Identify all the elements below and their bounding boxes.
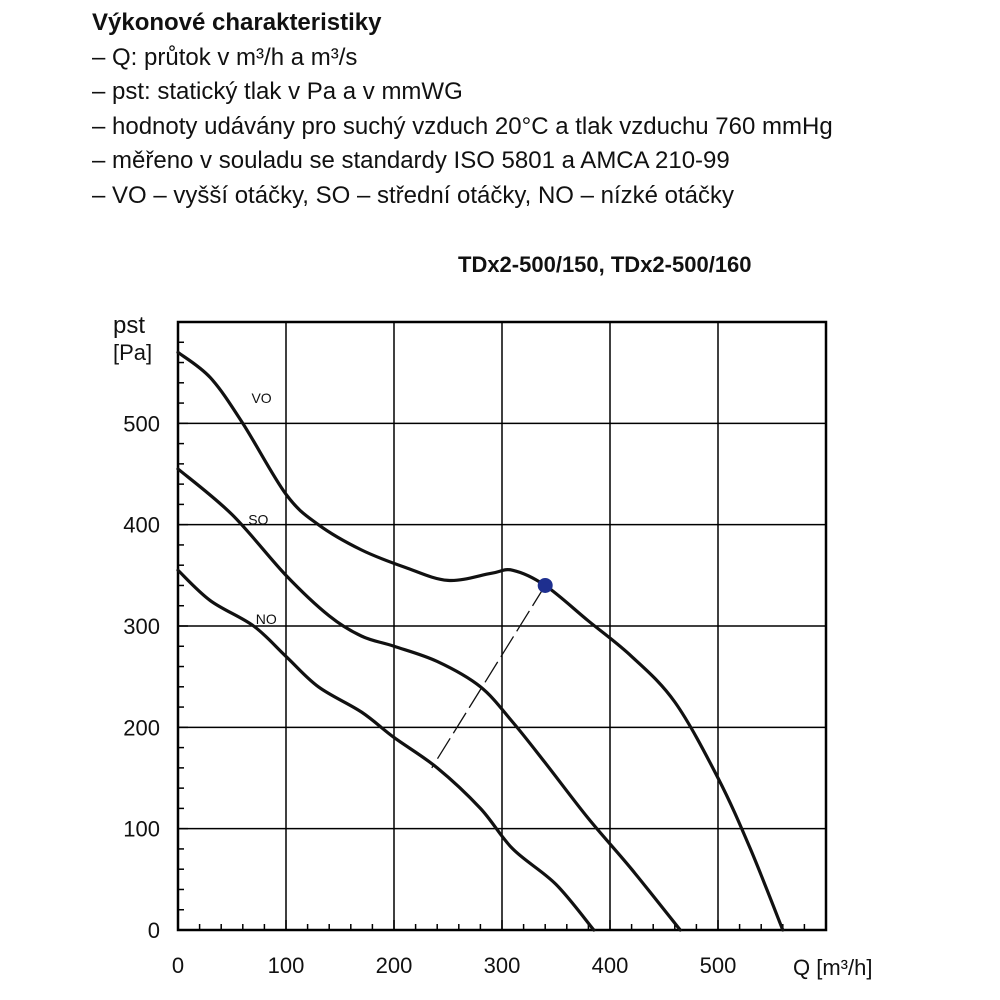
y-axis-label-line-2: [Pa] [113,340,152,365]
x-axis-label: Q [m³/h] [793,955,872,980]
x-tick-label: 0 [172,953,184,978]
operating-point-marker [537,577,553,593]
y-tick-label: 500 [123,411,160,436]
y-axis-label-line-1: pst [113,312,145,339]
x-tick-label: 200 [376,953,413,978]
intro-line-3: – hodnoty udávány pro suchý vzduch 20°C … [92,112,833,140]
tick-marks: 0 100 200 300 400 500 0 100 200 300 400 500 [123,321,827,978]
intro-line-1: – Q: průtok v m³/h a m³/s [92,43,358,71]
series-label-so: SO [248,512,268,528]
series-line-so [176,467,682,932]
chart-title: TDx2-500/150, TDx2-500/160 [458,252,752,277]
x-tick-label: 500 [700,953,737,978]
y-tick-label: 0 [148,918,160,943]
x-tick-label: 400 [592,953,629,978]
intro-line-2: – pst: statický tlak v Pa a v mmWG [92,78,463,105]
plot-frame [176,320,828,932]
series-line-no [176,568,596,932]
labels-group: VO SO NO [248,390,277,627]
intro-line-4: – měřeno v souladu se standardy ISO 5801… [92,147,730,174]
x-tick-label: 100 [268,953,305,978]
y-tick-label: 400 [123,513,160,538]
series-line-vo [176,350,785,932]
grid [178,322,826,930]
y-tick-label: 100 [123,817,160,842]
dashed-operating-line [431,585,546,769]
y-tick-label: 200 [123,715,160,740]
series-label-no: NO [256,611,277,627]
intro-text: Výkonové charakteristiky – Q: průtok v m… [92,6,833,213]
series-label-vo: VO [251,390,271,406]
intro-line-5: – VO – vyšší otáčky, SO – střední otáčky… [92,181,735,209]
series-group [176,350,785,932]
x-tick-label: 300 [484,953,521,978]
intro-title: Výkonové charakteristiky [92,9,382,36]
y-tick-label: 300 [123,614,160,639]
